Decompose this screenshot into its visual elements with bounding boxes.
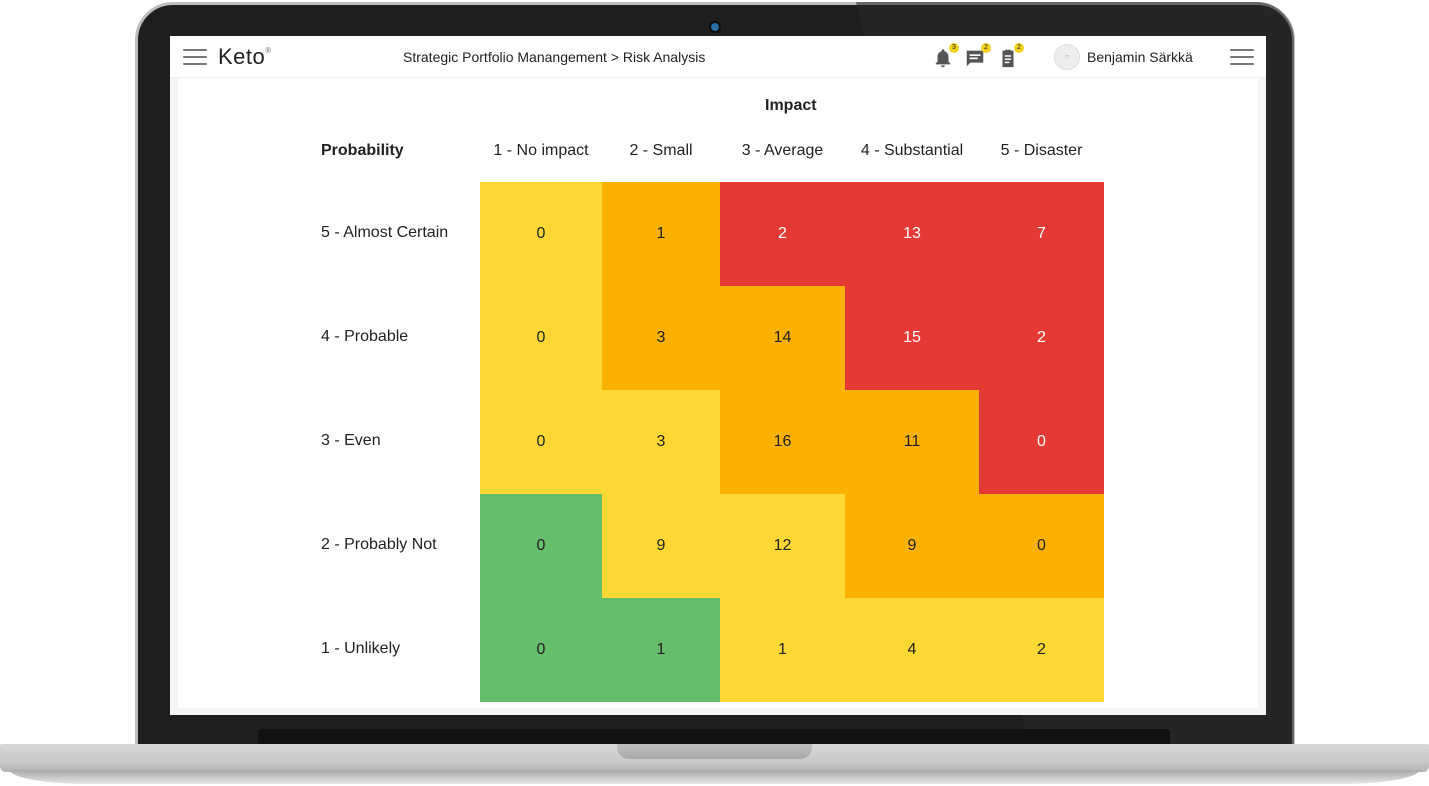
risk-cell[interactable]: 11 xyxy=(845,390,979,494)
risk-cell[interactable]: 4 xyxy=(845,598,979,702)
probability-row-header: 2 - Probably Not xyxy=(321,536,437,553)
webcam xyxy=(711,23,719,31)
impact-column-header: 5 - Disaster xyxy=(1000,142,1083,159)
impact-column-header: 4 - Substantial xyxy=(860,142,964,159)
risk-cell[interactable]: 2 xyxy=(979,286,1104,390)
laptop-bezel-bottom xyxy=(258,729,1170,745)
impact-column-header: 2 - Small xyxy=(629,142,693,159)
registered-mark: ® xyxy=(265,46,272,55)
risk-cell[interactable]: 9 xyxy=(602,494,720,598)
app-logo-text: Keto xyxy=(218,44,266,69)
risk-cell[interactable]: 2 xyxy=(720,182,845,286)
risk-cell[interactable]: 12 xyxy=(720,494,845,598)
notifications-bell-icon[interactable]: 3 xyxy=(932,43,959,69)
top-bar: Keto® Strategic Portfolio Manangement > … xyxy=(170,36,1266,78)
risk-cell[interactable]: 16 xyxy=(720,390,845,494)
risk-cell[interactable]: 7 xyxy=(979,182,1104,286)
hamburger-menu-icon[interactable] xyxy=(183,49,207,65)
risk-cell[interactable]: 14 xyxy=(720,286,845,390)
risk-cell[interactable]: 13 xyxy=(845,182,979,286)
notifications-badge: 3 xyxy=(949,43,959,53)
impact-column-header: 3 - Average xyxy=(741,142,824,159)
messages-chat-icon[interactable]: 2 xyxy=(964,43,991,69)
probability-row-header: 4 - Probable xyxy=(321,328,409,345)
risk-cell[interactable]: 0 xyxy=(480,598,602,702)
risk-cell[interactable]: 0 xyxy=(480,390,602,494)
user-name[interactable]: Benjamin Särkkä xyxy=(1087,49,1193,65)
messages-badge: 2 xyxy=(981,43,991,53)
breadcrumb: Strategic Portfolio Manangement > Risk A… xyxy=(403,49,706,65)
user-avatar[interactable]: ○ xyxy=(1054,44,1080,70)
risk-cell[interactable]: 0 xyxy=(979,390,1104,494)
risk-cell[interactable]: 0 xyxy=(480,286,602,390)
probability-row-header: 3 - Even xyxy=(321,432,381,449)
probability-row-header: 5 - Almost Certain xyxy=(321,224,449,241)
risk-cell[interactable]: 0 xyxy=(480,494,602,598)
tasks-badge: 2 xyxy=(1014,43,1024,53)
risk-cell[interactable]: 1 xyxy=(602,598,720,702)
tasks-clipboard-icon[interactable]: 2 xyxy=(997,43,1024,69)
laptop-base-bottom xyxy=(10,770,1419,784)
options-menu-icon[interactable] xyxy=(1230,49,1254,65)
risk-cell[interactable]: 3 xyxy=(602,390,720,494)
risk-cell[interactable]: 2 xyxy=(979,598,1104,702)
probability-row-header: 1 - Unlikely xyxy=(321,640,401,657)
laptop-notch xyxy=(617,744,812,759)
app-screen: Keto® Strategic Portfolio Manangement > … xyxy=(170,36,1266,715)
risk-cell[interactable]: 3 xyxy=(602,286,720,390)
app-logo[interactable]: Keto® xyxy=(218,44,272,70)
risk-cell[interactable]: 9 xyxy=(845,494,979,598)
risk-cell[interactable]: 1 xyxy=(720,598,845,702)
impact-axis-title: Impact xyxy=(765,97,817,114)
risk-cell[interactable]: 0 xyxy=(979,494,1104,598)
risk-cell[interactable]: 0 xyxy=(480,182,602,286)
impact-column-header: 1 - No impact xyxy=(493,142,589,159)
risk-cell[interactable]: 1 xyxy=(602,182,720,286)
risk-cell[interactable]: 15 xyxy=(845,286,979,390)
probability-axis-title: Probability xyxy=(321,142,404,159)
